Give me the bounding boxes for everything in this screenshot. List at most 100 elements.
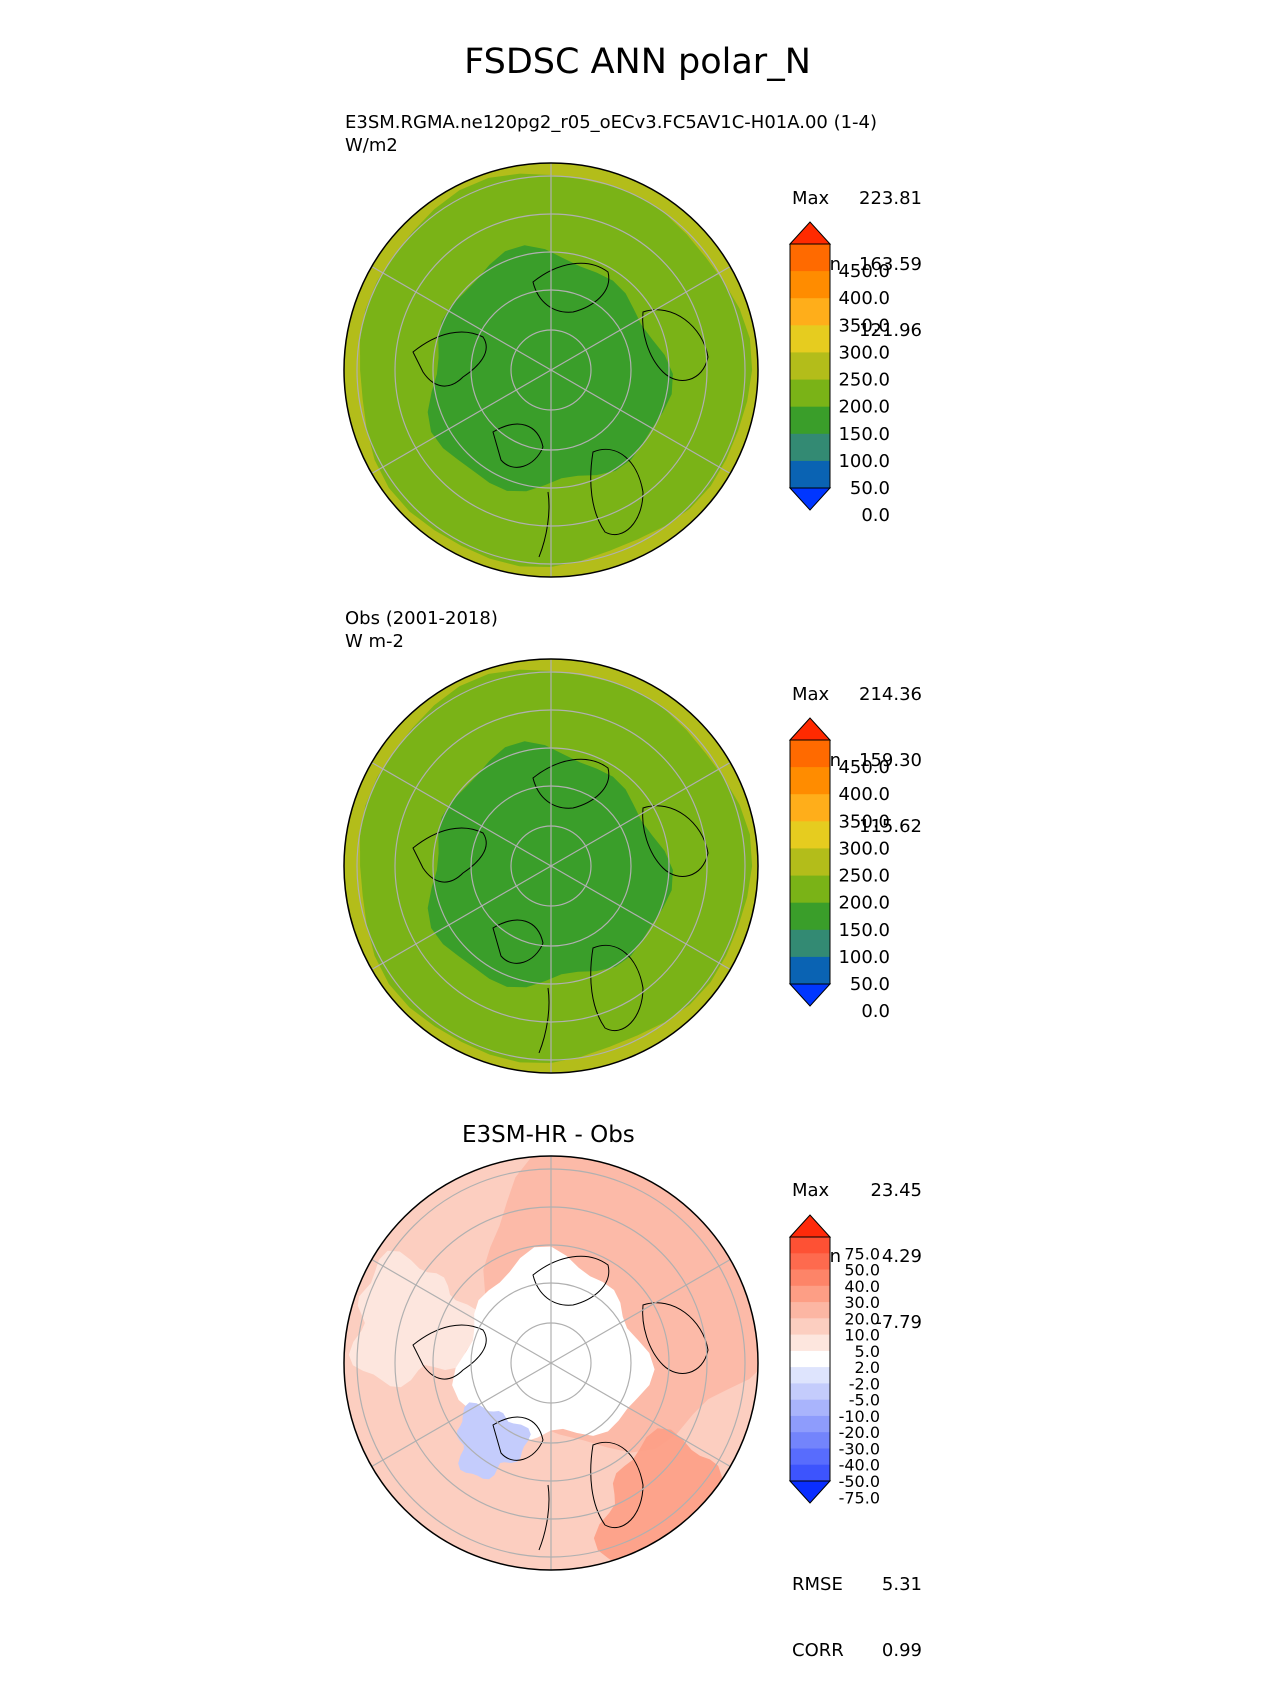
map-boundary [343,162,759,578]
coastline [538,491,550,558]
colorbar-frame [789,243,831,489]
meridian-gridline [371,761,552,867]
colorbar-segment [790,1383,830,1401]
field-arctic-core [427,741,673,988]
colorbar-segment [790,352,830,380]
colorbar-segment [790,1350,830,1368]
stat-label: Max [792,684,830,705]
meridian-gridline [371,369,552,475]
panel1-colorbar: 450.0 400.0 350.0 300.0 250.0 200.0 150.0 100.0… [788,221,890,526]
coastline [492,919,544,964]
stat-label: Max [792,188,830,209]
colorbar-tick-label: -75.0 [839,1488,880,1507]
colorbar-tick-label: -2.0 [849,1374,880,1393]
meridian-gridline [371,265,552,371]
colorbar-tick-label: -10.0 [839,1407,880,1426]
coastline [590,1441,644,1528]
coastline [412,827,487,883]
meridian-gridline [371,1258,552,1364]
stat-value: 23.45 [870,1180,922,1201]
panel3-polar-map [343,1155,759,1571]
stat-value: 163.59 [859,254,922,275]
colorbar-extend-max [788,717,832,741]
colorbar-segment [790,740,830,768]
colorbar-tick-label: 30.0 [844,1293,880,1312]
colorbar-tick-label: -5.0 [849,1391,880,1410]
map-field [344,659,758,1073]
colorbar-tick-label: 350.0 [838,811,890,832]
coastline [538,987,550,1054]
colorbar-tick-label: 300.0 [838,342,890,363]
coastline [492,423,544,468]
meridian-gridline [550,1362,731,1468]
colorbar-extend-min [788,983,832,1007]
stat-value: 4.29 [881,1246,922,1267]
colorbar-segment [790,460,830,489]
coastline [642,805,709,877]
colorbar-segment [790,244,830,272]
colorbar-tick-label: 50.0 [844,1261,880,1280]
colorbar-tick-label: 0.0 [861,1001,890,1022]
colorbar-tick-label: -40.0 [839,1456,880,1475]
map-boundary [343,1155,759,1571]
colorbar-frame [789,1236,831,1482]
meridian-gridline [371,1362,552,1468]
colorbar-segment [790,902,830,931]
coastline [412,331,487,387]
meridian-gridline [550,369,731,475]
stat-label: CORR [792,1640,844,1661]
stat-label: Max [792,1180,830,1201]
coastline [642,1302,709,1374]
colorbar-tick-label: 100.0 [838,451,890,472]
panel2-colorbar: 450.0 400.0 350.0 300.0 250.0 200.0 150.0 100.0… [788,717,890,1022]
colorbar-segment [790,848,830,876]
colorbar-tick-label: 450.0 [838,261,890,282]
colorbar-segment [790,1432,830,1449]
colorbar-tick-label: 20.0 [844,1309,880,1328]
colorbar-segment [790,794,830,822]
coastline [538,1484,550,1551]
colorbar-segment [790,1318,830,1336]
colorbar-tick-label: 0.0 [861,505,890,526]
colorbar-tick-label: 50.0 [850,478,890,499]
colorbar-tick-label: 150.0 [838,424,890,445]
colorbar-segment [790,433,830,462]
colorbar-segment [790,956,830,985]
coastline [492,1416,544,1461]
panel3-title: E3SM-HR - Obs [462,1122,635,1148]
stat-value: 159.30 [859,750,922,771]
panel2-title: Obs (2001-2018) [345,608,498,629]
colorbar-segment [790,1334,830,1352]
colorbar-segment [790,929,830,958]
colorbar-segment [790,298,830,326]
colorbar-tick-label: 250.0 [838,866,890,887]
colorbar-frame [789,739,831,985]
colorbar-tick-label: -30.0 [839,1440,880,1459]
figure-title: FSDSC ANN polar_N [464,42,811,82]
stat-value: 214.36 [859,684,922,705]
colorbar-tick-label: 2.0 [855,1358,880,1377]
colorbar-tick-label: -20.0 [839,1423,880,1442]
map-field [344,1156,758,1570]
panel1-polar-map [343,162,759,578]
map-field [344,163,758,577]
stat-value: 121.96 [859,320,922,341]
colorbar-extend-max [788,221,832,245]
colorbar-segment [790,1302,830,1319]
coastline [590,944,644,1031]
colorbar-tick-label: 450.0 [838,757,890,778]
colorbar-segment [790,1415,830,1433]
panel1-title: E3SM.RGMA.ne120pg2_r05_oECv3.FC5AV1C-H01… [345,112,878,133]
coastline [532,758,610,809]
colorbar-segment [790,271,830,299]
meridian-gridline [550,761,731,867]
colorbar-tick-label: 350.0 [838,315,890,336]
coastline [532,262,610,313]
panel3-extra-stats: RMSE 5.31 CORR 0.99 [792,1530,922,1684]
stat-value: 115.62 [859,816,922,837]
colorbar-segment [790,325,830,353]
panel2-polar-map [343,658,759,1074]
coastline [532,1255,610,1306]
panel3-colorbar: 75.050.040.030.020.010.05.02.0-2.0-5.0-1… [788,1214,880,1507]
colorbar-extend-min [788,1480,832,1504]
